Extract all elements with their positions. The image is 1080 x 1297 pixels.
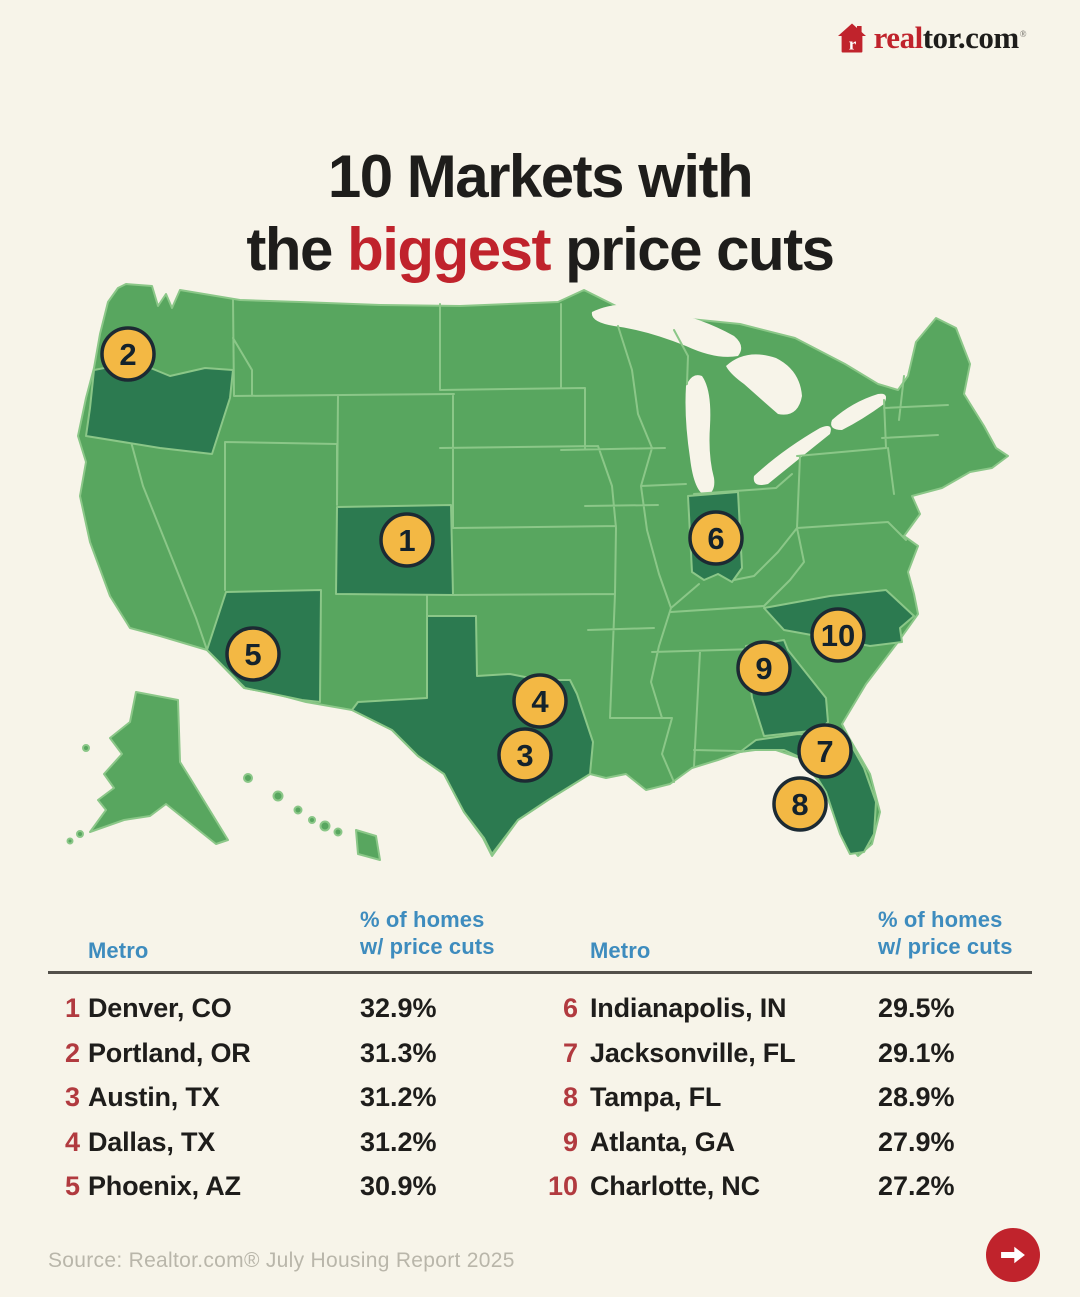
pct-6: 29.5%: [878, 993, 955, 1023]
logo-text-real: real: [873, 20, 924, 55]
us-map: 1 2 3 4 5 6 7 8 9: [66, 283, 1009, 861]
metro-4: Dallas, TX: [88, 1126, 216, 1157]
title-line1: 10 Markets with: [327, 143, 754, 211]
lake-ontario: [831, 393, 886, 430]
price-cuts-table: Metro % of homes w/ price cuts Metro % o…: [48, 902, 1032, 1222]
pct-5: 30.9%: [360, 1171, 437, 1201]
hawaii-island: [293, 805, 303, 815]
svg-text:2: 2: [119, 337, 136, 372]
svg-text:9: 9: [755, 651, 772, 686]
svg-text:3: 3: [516, 738, 533, 773]
header-metro-right: Metro: [590, 938, 651, 963]
map-badge-7: 7: [797, 723, 853, 779]
map-badge-3: 3: [497, 727, 553, 783]
realtor-house-icon: r: [837, 23, 866, 54]
header-pct-line2: w/ price cuts: [878, 934, 1013, 959]
pct-3: 31.2%: [360, 1082, 437, 1112]
realtor-logo: r realtor.com®: [837, 20, 1027, 56]
rank-4: 4: [64, 1126, 80, 1157]
logo-wordmark: realtor.com®: [873, 20, 1027, 56]
arrow-right-icon: [1001, 1246, 1025, 1264]
hawaii-big-island: [355, 829, 381, 861]
rank-6: 6: [562, 993, 578, 1023]
svg-text:10: 10: [821, 618, 855, 653]
pct-4: 31.2%: [360, 1126, 437, 1157]
rank-1: 1: [64, 993, 80, 1023]
header-pct-left: % of homes w/ price cuts: [360, 906, 495, 960]
pct-1: 32.9%: [360, 993, 437, 1023]
page-title: 10 Markets with the biggest price cuts: [0, 140, 1080, 286]
pct-10: 27.2%: [878, 1171, 955, 1201]
lake-superior: [591, 304, 742, 357]
header-pct-line1: % of homes: [878, 907, 1003, 932]
metro-3: Austin, TX: [88, 1082, 220, 1112]
map-badge-10: 10: [810, 607, 866, 663]
map-badge-2: 2: [100, 326, 156, 382]
alaska-island: [76, 830, 84, 838]
lake-huron: [726, 354, 802, 415]
svg-text:7: 7: [816, 734, 833, 769]
svg-text:4: 4: [531, 684, 549, 719]
alaska-island: [66, 837, 74, 845]
metro-8: Tampa, FL: [590, 1082, 722, 1112]
map-badge-9: 9: [736, 640, 792, 696]
svg-text:1: 1: [398, 523, 415, 558]
title-line2-prefix: the: [246, 216, 348, 284]
hawaii-island: [333, 827, 343, 837]
hawaii-island: [243, 773, 253, 783]
alaska-island: [82, 744, 90, 752]
map-badge-1: 1: [379, 512, 435, 568]
registered-mark: ®: [1019, 28, 1027, 39]
hawaii-island: [308, 816, 316, 824]
metro-9: Atlanta, GA: [590, 1126, 735, 1157]
hawaii-island: [272, 790, 284, 802]
rank-3: 3: [64, 1082, 80, 1112]
metro-7: Jacksonville, FL: [590, 1037, 796, 1068]
svg-text:5: 5: [244, 637, 261, 672]
state-texas: [351, 615, 594, 855]
pct-7: 29.1%: [878, 1037, 955, 1068]
map-badge-4: 4: [512, 673, 568, 729]
hawaii-island: [319, 820, 331, 832]
state-oregon: [85, 361, 234, 455]
metro-1: Denver, CO: [88, 993, 232, 1023]
pct-2: 31.3%: [360, 1037, 437, 1068]
header-pct-right: % of homes w/ price cuts: [878, 906, 1013, 960]
header-pct-line1: % of homes: [360, 907, 485, 932]
rank-2: 2: [64, 1037, 80, 1068]
svg-text:6: 6: [707, 521, 724, 556]
state-alaska: [89, 691, 229, 845]
title-highlight: biggest: [347, 216, 551, 284]
next-arrow-button[interactable]: [986, 1228, 1040, 1282]
rank-5: 5: [64, 1171, 80, 1201]
metro-6: Indianapolis, IN: [590, 993, 787, 1023]
state-borders: [129, 299, 949, 783]
map-badge-6: 6: [688, 510, 744, 566]
map-badge-5: 5: [225, 626, 281, 682]
metro-5: Phoenix, AZ: [88, 1171, 241, 1201]
map-badge-8: 8: [772, 776, 828, 832]
lake-erie: [753, 426, 831, 485]
rank-9: 9: [562, 1126, 578, 1157]
rank-10: 10: [547, 1171, 578, 1201]
rank-8: 8: [562, 1082, 578, 1112]
title-line2-suffix: price cuts: [549, 216, 835, 284]
pct-9: 27.9%: [878, 1126, 955, 1157]
header-metro-left: Metro: [88, 938, 149, 963]
source-attribution: Source: Realtor.com® July Housing Report…: [48, 1249, 515, 1272]
us-map-container: 1 2 3 4 5 6 7 8 9: [40, 278, 1010, 878]
metro-2: Portland, OR: [88, 1037, 251, 1068]
logo-text-torcom: tor.com: [922, 20, 1020, 55]
svg-text:r: r: [848, 35, 856, 54]
header-pct-line2: w/ price cuts: [360, 934, 495, 959]
rank-7: 7: [562, 1037, 578, 1068]
svg-text:8: 8: [791, 787, 808, 822]
table-divider: [48, 971, 1032, 974]
pct-8: 28.9%: [878, 1082, 955, 1112]
lake-michigan: [685, 375, 715, 496]
metro-10: Charlotte, NC: [590, 1171, 760, 1201]
